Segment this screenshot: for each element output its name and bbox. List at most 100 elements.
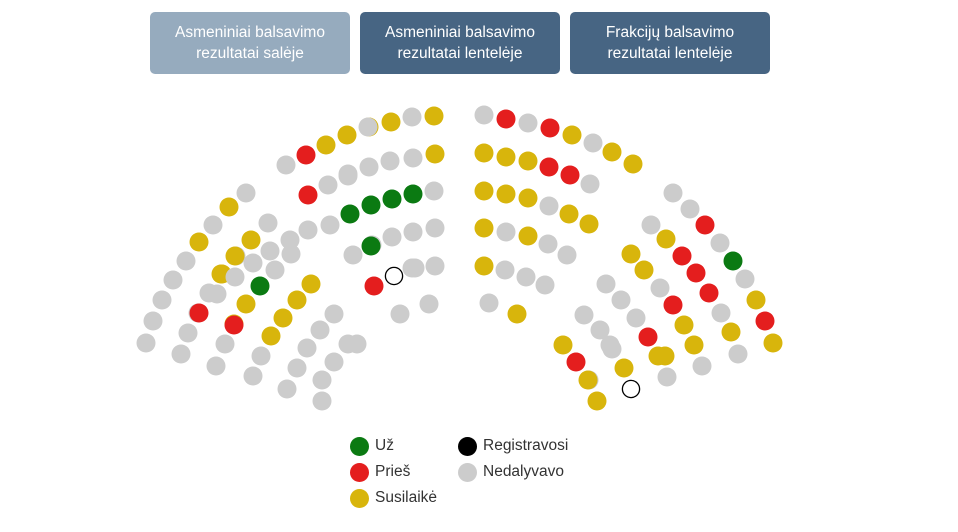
seat-susilaike[interactable] bbox=[579, 214, 599, 234]
seat-susilaike[interactable] bbox=[381, 112, 401, 132]
seat-nedalyvavo[interactable] bbox=[403, 148, 423, 168]
seat-nedalyvavo[interactable] bbox=[474, 105, 494, 125]
seat-susilaike[interactable] bbox=[474, 181, 494, 201]
seat-nedalyvavo[interactable] bbox=[479, 293, 499, 313]
seat-nedalyvavo[interactable] bbox=[280, 230, 300, 250]
seat-susilaike[interactable] bbox=[189, 232, 209, 252]
seat-susilaike[interactable] bbox=[507, 304, 527, 324]
seat-susilaike[interactable] bbox=[316, 135, 336, 155]
seat-nedalyvavo[interactable] bbox=[258, 213, 278, 233]
seat-pries[interactable] bbox=[496, 109, 516, 129]
seat-nedalyvavo[interactable] bbox=[496, 222, 516, 242]
seat-susilaike[interactable] bbox=[474, 218, 494, 238]
seat-nedalyvavo[interactable] bbox=[692, 356, 712, 376]
seat-susilaike[interactable] bbox=[236, 294, 256, 314]
seat-nedalyvavo[interactable] bbox=[611, 290, 631, 310]
seat-nedalyvavo[interactable] bbox=[419, 294, 439, 314]
seat-nedalyvavo[interactable] bbox=[583, 133, 603, 153]
seat-susilaike[interactable] bbox=[674, 315, 694, 335]
seat-nedalyvavo[interactable] bbox=[596, 274, 616, 294]
tab-individual-table[interactable]: Asmeniniai balsavimo rezultatai lentelėj… bbox=[360, 12, 560, 74]
seat-nedalyvavo[interactable] bbox=[243, 253, 263, 273]
seat-nedalyvavo[interactable] bbox=[152, 290, 172, 310]
seat-susilaike[interactable] bbox=[337, 125, 357, 145]
seat-susilaike[interactable] bbox=[648, 346, 668, 366]
seat-susilaike[interactable] bbox=[634, 260, 654, 280]
seat-susilaike[interactable] bbox=[746, 290, 766, 310]
seat-nedalyvavo[interactable] bbox=[518, 113, 538, 133]
seat-nedalyvavo[interactable] bbox=[251, 346, 271, 366]
seat-nedalyvavo[interactable] bbox=[358, 117, 378, 137]
seat-nedalyvavo[interactable] bbox=[602, 339, 622, 359]
seat-nedalyvavo[interactable] bbox=[347, 334, 367, 354]
seat-susilaike[interactable] bbox=[518, 188, 538, 208]
seat-nedalyvavo[interactable] bbox=[343, 245, 363, 265]
seat-nedalyvavo[interactable] bbox=[405, 258, 425, 278]
seat-uz[interactable] bbox=[361, 236, 381, 256]
seat-nedalyvavo[interactable] bbox=[318, 175, 338, 195]
seat-susilaike[interactable] bbox=[225, 246, 245, 266]
seat-pries[interactable] bbox=[298, 185, 318, 205]
seat-nedalyvavo[interactable] bbox=[243, 366, 263, 386]
seat-susilaike[interactable] bbox=[614, 358, 634, 378]
seat-susilaike[interactable] bbox=[587, 391, 607, 411]
seat-uz[interactable] bbox=[361, 195, 381, 215]
seat-pries[interactable] bbox=[189, 303, 209, 323]
seat-nedalyvavo[interactable] bbox=[171, 344, 191, 364]
seat-nedalyvavo[interactable] bbox=[136, 333, 156, 353]
seat-susilaike[interactable] bbox=[623, 154, 643, 174]
seat-nedalyvavo[interactable] bbox=[425, 218, 445, 238]
seat-pries[interactable] bbox=[672, 246, 692, 266]
seat-susilaike[interactable] bbox=[684, 335, 704, 355]
seat-uz[interactable] bbox=[382, 189, 402, 209]
seat-susilaike[interactable] bbox=[621, 244, 641, 264]
seat-susilaike[interactable] bbox=[559, 204, 579, 224]
seat-nedalyvavo[interactable] bbox=[277, 379, 297, 399]
seat-pries[interactable] bbox=[663, 295, 683, 315]
seat-susilaike[interactable] bbox=[474, 256, 494, 276]
seat-nedalyvavo[interactable] bbox=[380, 151, 400, 171]
seat-nedalyvavo[interactable] bbox=[215, 334, 235, 354]
seat-nedalyvavo[interactable] bbox=[276, 155, 296, 175]
seat-pries[interactable] bbox=[695, 215, 715, 235]
seat-pries[interactable] bbox=[539, 157, 559, 177]
seat-uz[interactable] bbox=[403, 184, 423, 204]
seat-nedalyvavo[interactable] bbox=[728, 344, 748, 364]
seat-nedalyvavo[interactable] bbox=[143, 311, 163, 331]
seat-uz[interactable] bbox=[250, 276, 270, 296]
seat-nedalyvavo[interactable] bbox=[657, 367, 677, 387]
seat-susilaike[interactable] bbox=[241, 230, 261, 250]
seat-nedalyvavo[interactable] bbox=[735, 269, 755, 289]
seat-nedalyvavo[interactable] bbox=[207, 284, 227, 304]
seat-nedalyvavo[interactable] bbox=[324, 304, 344, 324]
seat-nedalyvavo[interactable] bbox=[402, 107, 422, 127]
seat-nedalyvavo[interactable] bbox=[574, 305, 594, 325]
seat-susilaike[interactable] bbox=[518, 151, 538, 171]
seat-nedalyvavo[interactable] bbox=[650, 278, 670, 298]
seat-nedalyvavo[interactable] bbox=[538, 234, 558, 254]
seat-susilaike[interactable] bbox=[287, 290, 307, 310]
seat-susilaike[interactable] bbox=[496, 147, 516, 167]
seat-nedalyvavo[interactable] bbox=[310, 320, 330, 340]
seat-nedalyvavo[interactable] bbox=[711, 303, 731, 323]
seat-nedalyvavo[interactable] bbox=[225, 267, 245, 287]
seat-nedalyvavo[interactable] bbox=[663, 183, 683, 203]
seat-nedalyvavo[interactable] bbox=[403, 222, 423, 242]
seat-pries[interactable] bbox=[560, 165, 580, 185]
seat-nedalyvavo[interactable] bbox=[424, 181, 444, 201]
seat-nedalyvavo[interactable] bbox=[539, 196, 559, 216]
seat-pries[interactable] bbox=[686, 263, 706, 283]
seat-uz[interactable] bbox=[340, 204, 360, 224]
seat-nedalyvavo[interactable] bbox=[260, 241, 280, 261]
seat-pries[interactable] bbox=[755, 311, 775, 331]
seat-nedalyvavo[interactable] bbox=[338, 164, 358, 184]
seat-nedalyvavo[interactable] bbox=[626, 308, 646, 328]
seat-susilaike[interactable] bbox=[721, 322, 741, 342]
seat-nedalyvavo[interactable] bbox=[320, 215, 340, 235]
seat-nedalyvavo[interactable] bbox=[324, 352, 344, 372]
seat-pries[interactable] bbox=[638, 327, 658, 347]
seat-pries[interactable] bbox=[364, 276, 384, 296]
tab-faction-table[interactable]: Frakcijų balsavimo rezultatai lentelėje bbox=[570, 12, 770, 74]
seat-nedalyvavo[interactable] bbox=[312, 370, 332, 390]
seat-nedalyvavo[interactable] bbox=[580, 174, 600, 194]
